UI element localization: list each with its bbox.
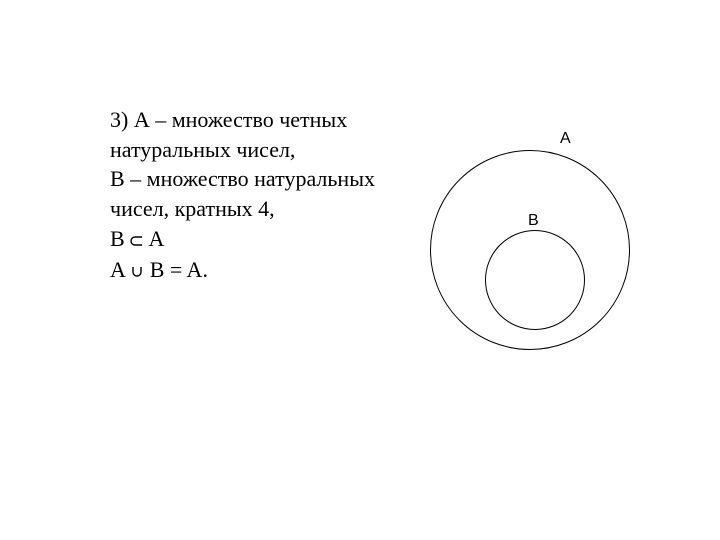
text-line-3: В – множество натуральных	[110, 164, 420, 194]
subset-icon	[130, 226, 144, 256]
text-line-1: 3) А – множество четных	[110, 105, 420, 135]
line5-post: A	[144, 226, 164, 251]
venn-diagram: A B	[400, 120, 660, 400]
set-B-circle	[485, 230, 585, 330]
union-icon	[130, 257, 144, 287]
problem-text: 3) А – множество четных натуральных чисе…	[110, 105, 420, 287]
text-line-6: A B = A.	[110, 255, 420, 287]
text-line-5: B A	[110, 224, 420, 256]
line6-pre: A	[110, 257, 130, 282]
line5-pre: B	[110, 226, 130, 251]
label-A: A	[560, 130, 571, 148]
label-B: B	[528, 212, 539, 230]
text-line-4: чисел, кратных 4,	[110, 194, 420, 224]
text-line-2: натуральных чисел,	[110, 135, 420, 165]
line6-post: B = A.	[144, 257, 208, 282]
slide-canvas: 3) А – множество четных натуральных чисе…	[0, 0, 720, 540]
